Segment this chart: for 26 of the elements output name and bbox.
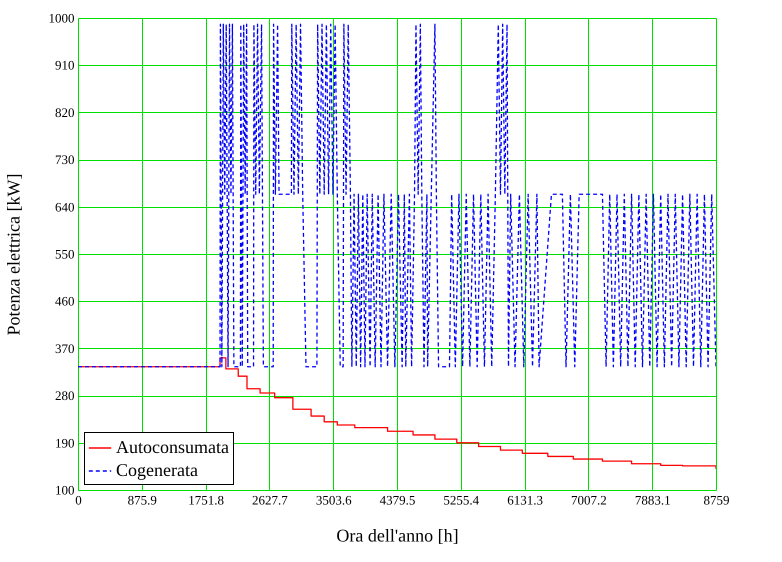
y-tick-label: 910: [55, 58, 74, 73]
x-tick-label: 5255.4: [443, 492, 480, 508]
x-tick-label: 4379.5: [380, 492, 416, 508]
y-tick-label: 820: [55, 104, 74, 120]
x-tick-label: 7007.2: [571, 492, 607, 508]
y-tick-label: 100: [55, 482, 74, 498]
x-tick-label: 8759: [704, 492, 730, 508]
y-tick-label: 1000: [48, 10, 74, 26]
x-axis-title: Ora dell'anno [h]: [336, 526, 459, 546]
x-tick-label: 6131.3: [507, 492, 543, 508]
x-tick-label: 7883.1: [634, 492, 671, 508]
legend-label: Cogenerata: [116, 460, 198, 480]
x-tick-label: 875.9: [128, 492, 157, 508]
y-tick-label: 460: [55, 294, 74, 309]
y-axis-title: Potenza elettrica [kW]: [4, 174, 24, 336]
y-tick-label: 370: [55, 340, 74, 356]
y-tick-label: 640: [55, 199, 74, 214]
y-tick-label: 190: [55, 435, 74, 450]
x-tick-label: 3503.6: [316, 492, 352, 508]
x-tick-label: 2627.7: [252, 492, 288, 508]
y-tick-label: 280: [55, 388, 74, 404]
y-tick-label: 550: [55, 246, 74, 262]
y-tick-label: 730: [55, 152, 74, 168]
legend-label: Autoconsumata: [116, 437, 229, 457]
x-tick-label: 1751.8: [188, 492, 224, 508]
x-tick-label: 0: [75, 492, 82, 508]
